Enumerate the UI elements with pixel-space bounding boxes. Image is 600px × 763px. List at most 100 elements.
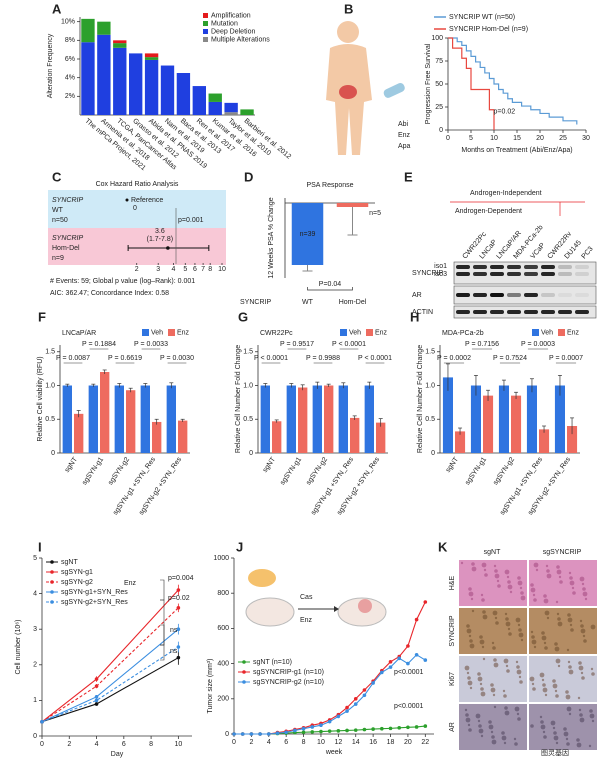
texture <box>492 693 496 697</box>
bar <box>338 385 348 453</box>
marker <box>176 588 181 592</box>
texture <box>531 682 535 686</box>
x-tick-label: 8 <box>149 741 153 748</box>
group: Hom-Del <box>52 245 80 252</box>
band <box>507 310 521 314</box>
texture <box>509 590 513 594</box>
y-tick-label: 1.0 <box>425 382 435 389</box>
texture <box>483 568 487 572</box>
texture <box>533 562 539 568</box>
marker <box>362 693 367 698</box>
texture <box>508 632 512 636</box>
texture <box>464 708 468 712</box>
texture <box>468 587 472 591</box>
texture <box>542 683 546 687</box>
texture <box>555 600 559 604</box>
texture <box>488 724 494 730</box>
texture <box>497 584 501 588</box>
marker <box>319 729 323 734</box>
survival-curve <box>448 37 578 125</box>
legend-label: sgNT (n=10) <box>253 659 292 666</box>
p-label: P < 0.0001 <box>358 355 392 362</box>
texture <box>552 683 558 689</box>
drug-label: Abi <box>398 121 409 128</box>
bar <box>364 385 374 453</box>
marker <box>176 655 181 660</box>
bar <box>152 421 162 453</box>
texture <box>591 672 595 676</box>
band <box>490 265 504 269</box>
panel-label: F <box>38 309 46 324</box>
texture <box>481 598 485 602</box>
band <box>490 310 504 314</box>
bar-segment <box>144 59 159 115</box>
texture <box>556 569 562 575</box>
texture <box>566 742 570 746</box>
bar-segment <box>144 57 159 60</box>
marker <box>240 732 245 736</box>
texture <box>477 719 481 723</box>
marker <box>94 695 99 699</box>
p-label: P < 0.0001 <box>332 341 366 348</box>
texture <box>546 573 552 579</box>
texture <box>503 694 507 698</box>
row-label: AR <box>449 722 456 732</box>
texture <box>465 717 471 723</box>
x-tick-label: 2 <box>249 739 253 746</box>
texture <box>581 676 585 680</box>
marker <box>310 725 315 729</box>
bar <box>526 385 537 453</box>
texture <box>566 706 572 712</box>
texture <box>513 737 517 741</box>
texture <box>520 638 524 642</box>
band <box>558 265 572 269</box>
n: n=50 <box>52 217 68 224</box>
isoform-label: iso1 <box>434 263 447 270</box>
bar-segment <box>208 101 222 115</box>
texture <box>559 580 563 584</box>
reference-value: 0 <box>133 205 137 212</box>
texture <box>568 669 574 675</box>
texture <box>580 624 584 628</box>
bar-segment <box>224 112 238 115</box>
x-axis-label: Months on Treatment (Abi/Enz/Apa) <box>461 147 572 154</box>
bar <box>336 203 369 207</box>
band <box>575 293 589 297</box>
legend-label: sgSYN-g1+SYN_Res <box>61 589 128 596</box>
bar <box>272 421 282 453</box>
band <box>558 293 572 297</box>
texture <box>495 621 499 625</box>
x-tick-label: 14 <box>352 739 360 746</box>
annotation: ns <box>170 627 178 634</box>
texture <box>544 646 548 650</box>
marker <box>406 661 410 666</box>
legend-label: sgNT <box>61 559 78 566</box>
texture <box>555 741 559 745</box>
y-tick-label: 0 <box>225 731 229 738</box>
texture <box>545 564 549 568</box>
x-tick-label: 6 <box>284 739 288 746</box>
marker <box>319 723 323 727</box>
texture <box>468 728 472 732</box>
y-tick-label: 25 <box>435 104 443 111</box>
texture <box>580 671 584 675</box>
y-tick-label: 6% <box>65 56 75 63</box>
series-line <box>41 646 179 723</box>
bar <box>554 385 565 453</box>
marker <box>258 732 262 736</box>
marker <box>353 697 358 701</box>
band <box>558 310 572 314</box>
bar <box>498 385 509 453</box>
legend-label: Amplification <box>211 12 251 19</box>
texture <box>502 689 506 693</box>
texture <box>477 676 483 682</box>
texture <box>482 614 488 620</box>
marker <box>380 726 384 731</box>
texture <box>519 680 523 684</box>
marker <box>94 698 99 703</box>
texture <box>540 724 546 730</box>
bar <box>567 426 578 453</box>
x-tick-label: 12 <box>334 739 342 746</box>
